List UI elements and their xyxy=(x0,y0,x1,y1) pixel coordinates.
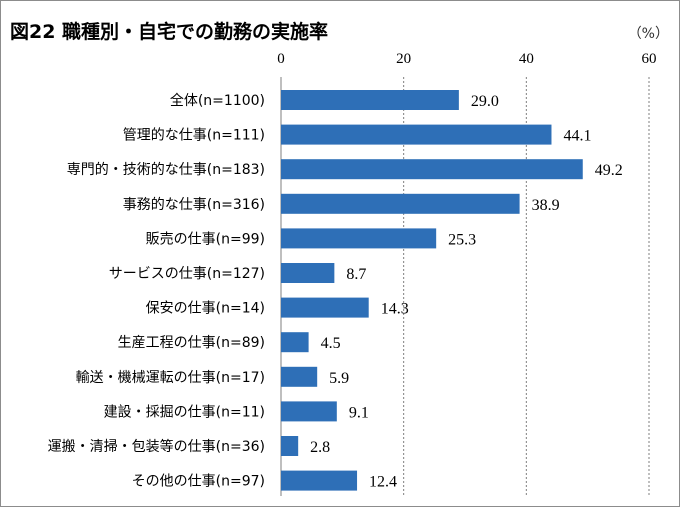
category-labels: 全体(n=1100) 管理的な仕事(n=111) 専門的・技術的な仕事(n=183)… xyxy=(48,92,265,490)
category-label: 管理的な仕事(n=111) xyxy=(123,128,265,144)
category-label: その他の仕事(n=97) xyxy=(132,474,265,490)
category-label: 保安の仕事(n=14) xyxy=(146,301,265,317)
bar xyxy=(281,470,358,491)
category-label: 販売の仕事(n=99) xyxy=(146,231,265,247)
x-tick-label: 20 xyxy=(396,51,411,67)
data-label: 44.1 xyxy=(563,128,591,145)
category-label: 全体(n=1100) xyxy=(170,92,265,109)
x-tick-label: 60 xyxy=(642,51,657,67)
chart-title: 図22 職種別・自宅での勤務の実施率 xyxy=(10,20,328,43)
bar xyxy=(281,124,552,145)
value-labels: 29.0 44.149.2 38.9 25.3 8.7 14.3 4.5 5.99.1 2.8 1… xyxy=(310,93,623,491)
bar xyxy=(281,228,437,249)
category-label: 建設・採掘の仕事(n=11) xyxy=(104,404,265,420)
bar xyxy=(281,436,299,456)
bar xyxy=(281,297,369,318)
bars xyxy=(281,90,583,491)
unit-label: （%） xyxy=(628,26,669,42)
bar xyxy=(281,332,309,353)
data-label: 4.5 xyxy=(321,335,341,352)
bar xyxy=(281,366,318,387)
x-axis-ticks: 0 20 40 60 xyxy=(277,51,656,67)
bar xyxy=(281,401,337,422)
data-label: 9.1 xyxy=(349,404,369,421)
bar xyxy=(281,90,459,110)
category-label: サービスの仕事(n=127) xyxy=(109,266,265,282)
category-label: 生産工程の仕事(n=89) xyxy=(118,335,265,351)
data-label: 12.4 xyxy=(369,474,397,491)
data-label: 14.3 xyxy=(381,301,409,318)
data-label: 25.3 xyxy=(448,231,476,248)
bar xyxy=(281,159,583,180)
category-label: 運搬・清掃・包装等の仕事(n=36) xyxy=(48,438,265,455)
category-label: 輸送・機械運転の仕事(n=17) xyxy=(76,370,265,386)
data-label: 38.9 xyxy=(532,197,560,214)
x-tick-label: 40 xyxy=(519,51,534,67)
bar xyxy=(281,263,335,283)
category-label: 専門的・技術的な仕事(n=183) xyxy=(67,162,265,178)
data-label: 49.2 xyxy=(595,162,623,179)
data-label: 8.7 xyxy=(346,266,366,283)
data-label: 2.8 xyxy=(310,439,330,456)
bar xyxy=(281,193,520,214)
x-tick-label: 0 xyxy=(277,51,285,67)
data-label: 5.9 xyxy=(329,370,349,387)
category-label: 事務的な仕事(n=316) xyxy=(123,197,265,213)
gridlines xyxy=(280,77,650,496)
data-label: 29.0 xyxy=(471,93,499,110)
